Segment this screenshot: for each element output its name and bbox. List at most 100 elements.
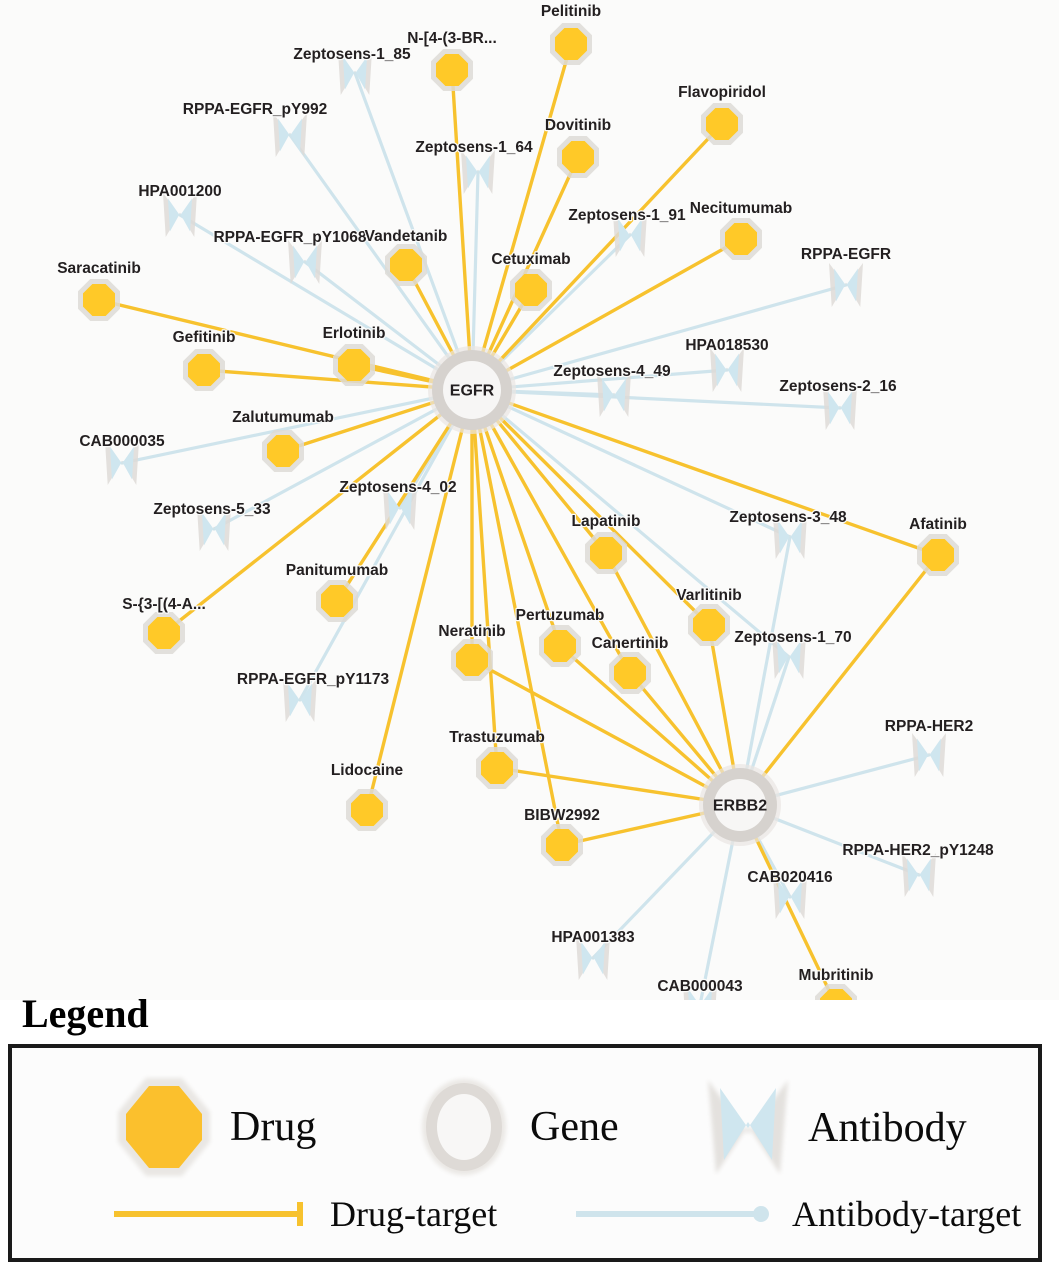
antibody-node-label: Zeptosens-2_16 xyxy=(779,378,897,395)
antibody-node[interactable] xyxy=(823,386,857,430)
antibody-node[interactable] xyxy=(383,486,417,530)
octagon-icon xyxy=(614,657,646,689)
drug-node[interactable] xyxy=(720,218,762,260)
antibody-node[interactable] xyxy=(902,853,936,897)
gene-node-layer[interactable]: EGFR ERBB2 xyxy=(428,346,781,846)
drug-node[interactable] xyxy=(701,103,743,145)
drug-node[interactable] xyxy=(143,612,185,654)
antibody-node[interactable] xyxy=(288,240,322,284)
antibody-target-edge xyxy=(738,535,792,807)
chevron-icon xyxy=(907,858,931,892)
drug-node-label: Gefitinib xyxy=(173,329,236,346)
drug-node[interactable] xyxy=(451,639,493,681)
drug-node-label: Pertuzumab xyxy=(516,607,605,624)
drug-node-label: Flavopiridol xyxy=(678,84,766,101)
drug-node[interactable] xyxy=(316,580,358,622)
chevron-icon xyxy=(293,245,317,279)
drug-node-label: Erlotinib xyxy=(323,325,386,342)
drug-node[interactable] xyxy=(541,824,583,866)
chevron-icon xyxy=(618,218,642,252)
antibody-node-label: CAB000035 xyxy=(79,433,165,450)
antibody-node[interactable] xyxy=(105,441,139,485)
drug-node[interactable] xyxy=(262,430,304,472)
drug-target-edge xyxy=(470,388,632,675)
antibody-target-edge xyxy=(470,388,791,659)
octagon-icon xyxy=(820,989,852,1000)
drug-node[interactable] xyxy=(346,789,388,831)
drug-node[interactable] xyxy=(183,349,225,391)
drug-node[interactable] xyxy=(476,747,518,789)
drug-node-label: Necitumumab xyxy=(690,200,793,217)
chevron-icon xyxy=(834,268,858,302)
legend: Legend Drug Gene xyxy=(0,990,1059,1280)
chevron-icon xyxy=(388,491,412,525)
chevron-icon xyxy=(778,880,802,914)
antibody-node[interactable] xyxy=(613,213,647,257)
octagon-icon xyxy=(562,141,594,173)
antibody-node[interactable] xyxy=(829,263,863,307)
antibody-node-label: Zeptosens-5_33 xyxy=(153,501,271,518)
antibody-target-edge xyxy=(470,388,842,410)
drug-node[interactable] xyxy=(550,23,592,65)
drug-node-label: Pelitinib xyxy=(541,3,601,20)
drug-node-label: Canertinib xyxy=(592,635,669,652)
antibody-node[interactable] xyxy=(772,635,806,679)
octagon-icon xyxy=(456,644,488,676)
gene-label: EGFR xyxy=(450,383,495,400)
antibody-node[interactable] xyxy=(163,193,197,237)
antibody-node[interactable] xyxy=(912,733,946,777)
antibody-node-label: RPPA-EGFR_pY1068 xyxy=(213,229,366,246)
antibody-node-label: Zeptosens-1_64 xyxy=(415,139,533,156)
drug-target-edge xyxy=(162,388,474,635)
antibody-node[interactable] xyxy=(773,875,807,919)
chevron-icon xyxy=(715,353,739,387)
antibody-node[interactable] xyxy=(461,150,495,194)
antibody-target-line-icon xyxy=(576,1206,769,1222)
chevron-icon xyxy=(466,155,490,189)
legend-item-antibody: Antibody xyxy=(702,1072,967,1184)
drug-target-edge xyxy=(470,388,499,770)
drug-node-label: Lidocaine xyxy=(331,762,404,779)
drug-node-label: Trastuzumab xyxy=(449,729,545,746)
drug-node[interactable] xyxy=(333,344,375,386)
gene-node-egfr[interactable]: EGFR xyxy=(428,346,516,434)
drug-node-label: Lapatinib xyxy=(572,513,641,530)
legend-item-antibody-target: Antibody-target xyxy=(572,1196,1021,1232)
antibody-node[interactable] xyxy=(273,113,307,157)
drug-node-label: S-{3-[(4-A... xyxy=(122,596,206,613)
drug-target-edge xyxy=(450,68,474,392)
octagon-icon xyxy=(590,537,622,569)
drug-node-layer[interactable] xyxy=(78,23,959,1000)
drug-node[interactable] xyxy=(609,652,651,694)
drug-node[interactable] xyxy=(917,534,959,576)
drug-node-label: Zalutumumab xyxy=(232,409,334,426)
drug-target-edge xyxy=(470,388,562,648)
antibody-node[interactable] xyxy=(597,373,631,417)
antibody-node[interactable] xyxy=(283,678,317,722)
drug-node[interactable] xyxy=(431,49,473,91)
drug-node[interactable] xyxy=(688,604,730,646)
drug-node[interactable] xyxy=(510,269,552,311)
antibody-target-edge xyxy=(353,71,474,392)
antibody-node-layer[interactable] xyxy=(105,51,946,1000)
antibody-node[interactable] xyxy=(338,51,372,95)
gene-node-erbb2[interactable]: ERBB2 xyxy=(699,764,781,846)
drug-node[interactable] xyxy=(539,625,581,667)
drug-node[interactable] xyxy=(585,532,627,574)
antibody-node[interactable] xyxy=(710,348,744,392)
antibody-node[interactable] xyxy=(576,936,610,980)
antibody-node[interactable] xyxy=(197,507,231,551)
chevron-icon xyxy=(278,118,302,152)
drug-node-label: Panitumumab xyxy=(286,562,388,579)
drug-node[interactable] xyxy=(78,279,120,321)
antibody-node-label: RPPA-EGFR xyxy=(801,246,891,263)
chevron-icon xyxy=(708,1080,788,1174)
drug-node[interactable] xyxy=(815,984,857,1000)
drug-target-edge xyxy=(470,388,711,627)
drug-node[interactable] xyxy=(557,136,599,178)
antibody-node[interactable] xyxy=(773,515,807,559)
antibody-node[interactable] xyxy=(683,983,717,1000)
chevron-icon xyxy=(602,378,626,412)
drug-node[interactable] xyxy=(385,244,427,286)
